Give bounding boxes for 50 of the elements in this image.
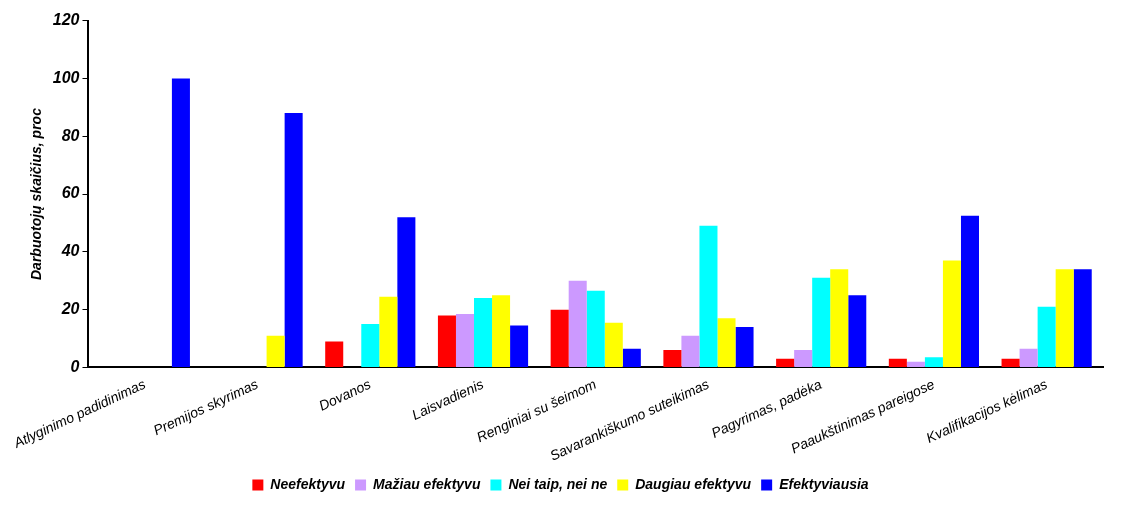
bar: [510, 325, 529, 367]
bar: [266, 335, 285, 367]
bar: [379, 296, 398, 367]
legend-label: Mažiau efektyvu: [373, 475, 481, 492]
bar: [1019, 348, 1038, 367]
bar: [437, 315, 456, 367]
bar: [171, 78, 190, 367]
bar: [568, 280, 587, 367]
legend-label: Nei taip, nei ne: [508, 475, 608, 492]
bar: [325, 341, 344, 367]
bar: [699, 225, 718, 367]
bar: [1001, 358, 1020, 367]
y-tick-label: 80: [61, 126, 80, 144]
bar: [474, 298, 493, 367]
bar: [776, 358, 795, 367]
bar: [604, 322, 623, 367]
bar: [1055, 269, 1074, 367]
y-tick-label: 20: [60, 300, 80, 318]
bar: [681, 335, 700, 367]
bar: [492, 295, 511, 367]
bar: [830, 269, 849, 367]
bar: [794, 350, 813, 367]
bar: [550, 309, 569, 367]
y-tick-label: 100: [52, 68, 80, 86]
y-tick-label: 60: [61, 184, 80, 202]
bar: [622, 348, 641, 367]
bar: [397, 217, 416, 367]
bar: [735, 326, 754, 367]
y-tick-label: 40: [60, 242, 80, 260]
bar: [848, 295, 867, 367]
bar: [1073, 269, 1092, 367]
y-axis-title: Darbuotojų skaičius, proc: [28, 107, 45, 280]
bar: [284, 113, 303, 367]
bar: [888, 358, 907, 367]
legend-label: Neefektyvu: [270, 475, 346, 492]
bar: [942, 260, 961, 367]
bar: [663, 350, 682, 367]
legend-label: Daugiau efektyvu: [635, 475, 752, 492]
bar: [717, 318, 736, 367]
bar: [906, 361, 925, 367]
bar: [361, 324, 380, 367]
bar: [1037, 306, 1056, 367]
y-tick-label: 120: [52, 11, 80, 29]
bar: [586, 290, 605, 367]
bar: [812, 277, 831, 367]
y-tick-label: 0: [70, 357, 80, 375]
legend-label: Efektyviausia: [779, 475, 869, 492]
bar: [960, 215, 979, 367]
bar: [455, 313, 474, 367]
bar: [924, 357, 943, 367]
